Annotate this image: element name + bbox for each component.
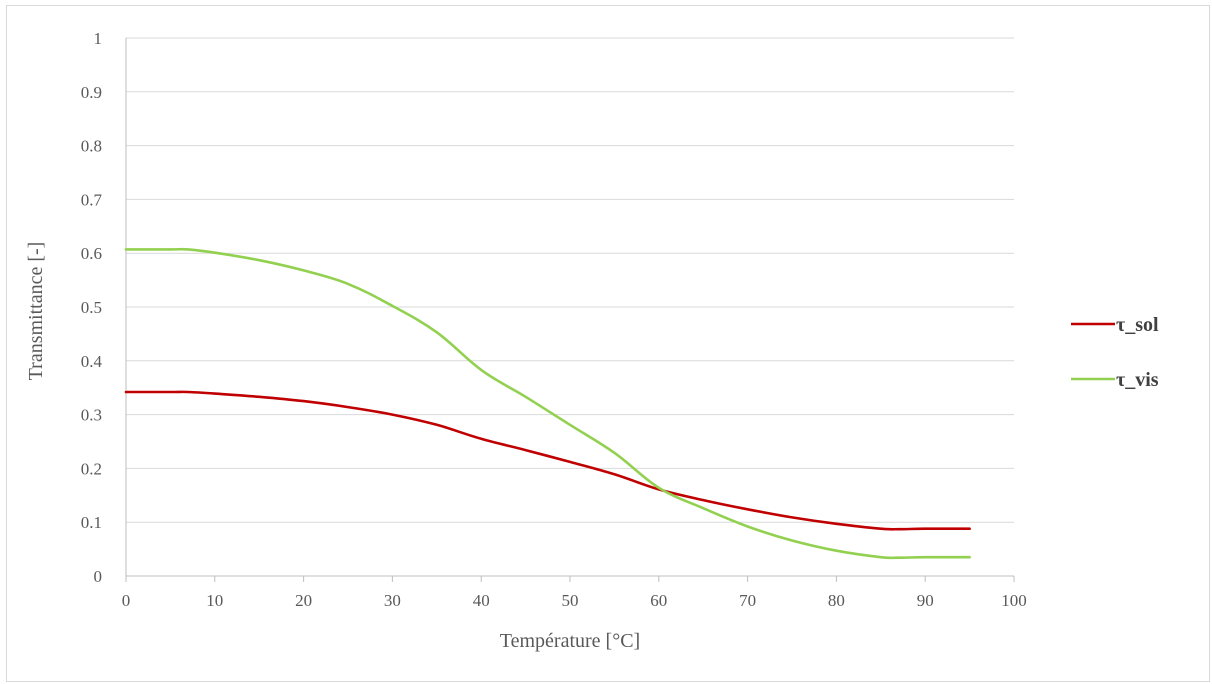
legend: τ_sol τ_vis [1071, 314, 1159, 391]
y-tick-label: 0.3 [81, 406, 102, 425]
tick-labels: 00.10.20.30.40.50.60.70.80.910 10 20 30 40 50… [81, 29, 1027, 610]
series-line-tau-vis [124, 247, 971, 560]
y-tick-label: 0.5 [81, 298, 102, 317]
x-tick-label: 20 [295, 591, 312, 610]
chart-frame [6, 5, 1210, 682]
x-tick-label: 0 [122, 591, 131, 610]
series-line-tau-sol [124, 390, 971, 531]
x-tick-label: 10 [206, 591, 223, 610]
x-tick-label: 30 [384, 591, 401, 610]
legend-label: τ_sol [1116, 314, 1159, 336]
y-tick-label: 0.7 [81, 190, 103, 209]
y-tick-label: 0.4 [81, 352, 103, 371]
y-tick-label: 1 [94, 29, 103, 48]
series-lines [124, 247, 971, 560]
y-tick-label: 0.8 [81, 137, 102, 156]
x-axis-title: Température [°C] [500, 630, 640, 652]
y-tick-label: 0.1 [81, 513, 102, 532]
gridlines [126, 37, 1014, 523]
x-tick-label: 50 [562, 591, 579, 610]
x-tick-label: 90 [917, 591, 934, 610]
axes [125, 38, 1015, 582]
y-tick-label: 0.6 [81, 244, 102, 263]
x-tick-label: 100 [1001, 591, 1027, 610]
x-tick-label: 40 [473, 591, 490, 610]
legend-label: τ_vis [1116, 369, 1159, 391]
x-tick-label: 80 [828, 591, 845, 610]
x-tick-label: 70 [739, 591, 756, 610]
x-tick-label: 60 [650, 591, 667, 610]
y-tick-label: 0.2 [81, 459, 102, 478]
y-tick-label: 0 [94, 567, 103, 586]
y-tick-label: 0.9 [81, 83, 102, 102]
y-axis-title: Transmittance [-] [25, 242, 47, 381]
